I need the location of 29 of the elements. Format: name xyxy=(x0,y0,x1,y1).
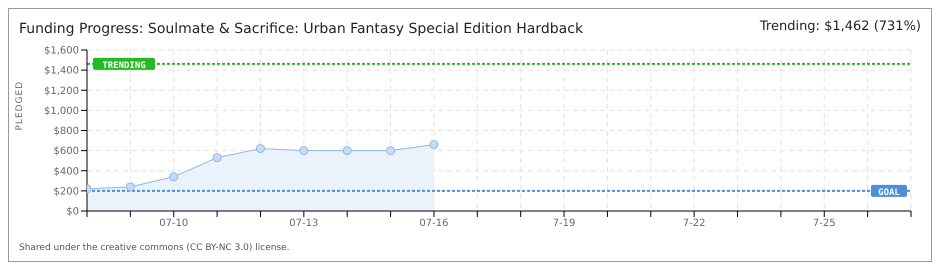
y-tick-label: $400 xyxy=(54,166,79,178)
chart-title: Funding Progress: Soulmate & Sacrifice: Urban Fantasy Special Edition Hardback xyxy=(19,21,584,37)
y-tick-label: $1,200 xyxy=(44,86,79,97)
x-tick-label: 7-25 xyxy=(812,218,836,230)
point xyxy=(429,140,438,150)
point xyxy=(126,182,135,192)
y-tick-label: $600 xyxy=(54,146,79,158)
ref-line-label: GOAL xyxy=(878,188,900,198)
point xyxy=(256,144,265,154)
text: Shared under the creative commons (CC BY-NC 3.0) license. xyxy=(19,243,290,253)
text: Trending: $1,462 (731%) xyxy=(760,19,921,34)
point xyxy=(299,146,308,156)
ref-line-label: TRENDING xyxy=(102,60,146,71)
point xyxy=(169,172,178,182)
y-tick-label: $800 xyxy=(54,126,79,138)
x-tick-label: 07-13 xyxy=(289,218,318,230)
point xyxy=(212,153,222,162)
y-tick-label: $1,000 xyxy=(44,106,79,117)
x-tick-label: 07-10 xyxy=(159,218,188,230)
point xyxy=(342,146,352,156)
y-tick-label: $1,400 xyxy=(44,66,79,77)
x-tick-label: 7-19 xyxy=(552,218,576,230)
y-tick-label: $0 xyxy=(66,206,79,218)
point xyxy=(386,146,396,156)
y-tick-label: $1,600 xyxy=(44,46,79,57)
y-tick-label: $200 xyxy=(54,186,79,198)
x-tick-label: 7-22 xyxy=(682,218,706,230)
x-tick-label: 07-16 xyxy=(419,218,448,230)
y-axis-title: PLEDGED xyxy=(15,80,26,130)
